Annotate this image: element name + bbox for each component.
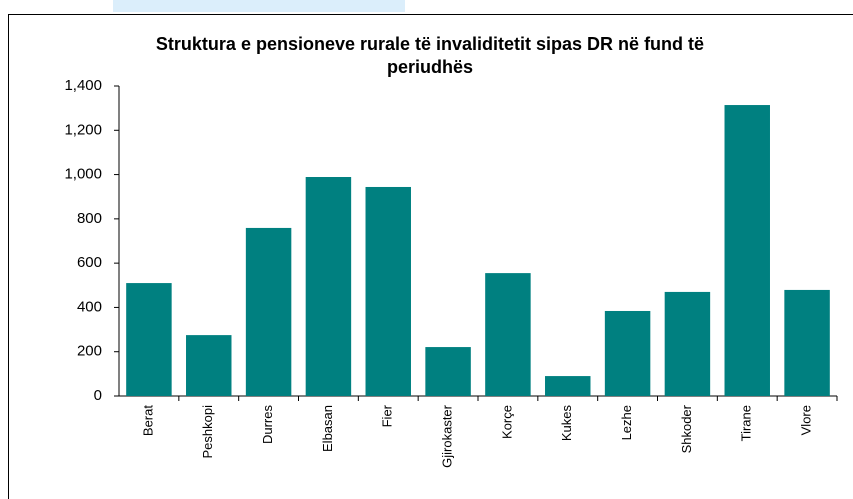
x-tick-label: Tirane xyxy=(739,405,754,441)
x-tick-label: Durres xyxy=(260,405,275,445)
x-tick-label: Berat xyxy=(140,405,155,436)
x-tick-label: Gjirokaster xyxy=(440,404,455,468)
bar xyxy=(365,186,411,396)
bar xyxy=(305,177,352,396)
x-tick-label: Korçe xyxy=(499,405,514,439)
y-tick-label: 600 xyxy=(77,254,102,271)
bar xyxy=(425,347,471,396)
x-tick-label: Peshkopi xyxy=(200,405,215,459)
bar xyxy=(664,291,711,396)
frame xyxy=(8,14,853,499)
x-tick-label: Fier xyxy=(380,404,395,427)
chart-title: Struktura e pensioneve rurale të invalid… xyxy=(155,34,705,77)
x-tick-label: Vlore xyxy=(799,405,814,435)
bar xyxy=(724,105,770,397)
y-tick-label: 200 xyxy=(77,343,102,360)
x-tick-label: Kukes xyxy=(559,405,574,442)
bar xyxy=(186,335,232,396)
bar xyxy=(604,310,651,396)
x-tick-label: Elbasan xyxy=(320,405,335,452)
bar xyxy=(545,376,591,396)
tab xyxy=(113,0,405,12)
x-tick-label: Shkoder xyxy=(679,404,694,453)
y-tick-label: 1,200 xyxy=(64,121,102,138)
y-tick-label: 0 xyxy=(94,387,102,404)
bar xyxy=(784,289,830,396)
y-tick-label: 800 xyxy=(77,210,102,227)
y-tick-label: 1,400 xyxy=(64,77,102,94)
bar xyxy=(126,283,172,396)
y-tick-label: 400 xyxy=(77,298,102,315)
y-tick-label: 1,000 xyxy=(64,166,102,183)
x-tick-label: Lezhe xyxy=(619,405,634,440)
bar xyxy=(485,273,531,396)
bar xyxy=(245,227,292,396)
